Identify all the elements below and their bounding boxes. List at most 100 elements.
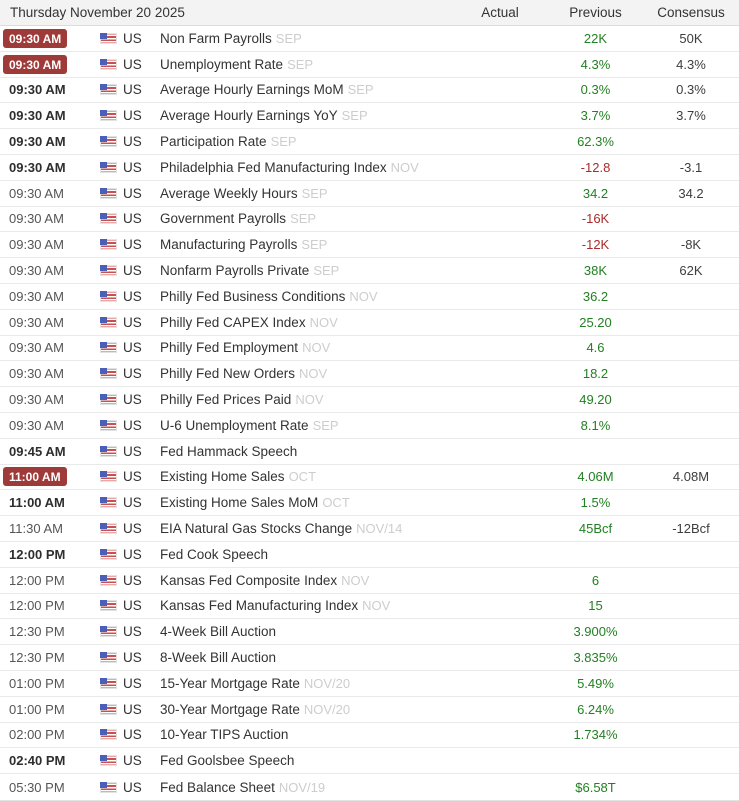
calendar-row[interactable]: 09:30 AM US Philly Fed New Orders NOV 18.…: [0, 361, 739, 388]
country-cell: US: [96, 211, 160, 226]
country-label: US: [123, 443, 142, 459]
event-name[interactable]: Kansas Fed Composite Index: [160, 572, 338, 588]
event-cell: Fed Balance Sheet NOV/19: [160, 780, 452, 795]
calendar-row[interactable]: 09:30 AM US Government Payrolls SEP -16K: [0, 206, 739, 233]
event-name[interactable]: Philly Fed Business Conditions: [160, 288, 346, 304]
event-name[interactable]: Existing Home Sales MoM: [160, 495, 319, 511]
event-name[interactable]: Philly Fed Employment: [160, 340, 299, 356]
event-name[interactable]: Participation Rate: [160, 134, 267, 150]
calendar-row[interactable]: 05:30 PM US Fed Balance Sheet NOV/19 $6.5…: [0, 774, 739, 800]
event-name[interactable]: Fed Goolsbee Speech: [160, 753, 295, 769]
calendar-row[interactable]: 12:00 PM US Kansas Fed Composite Index NO…: [0, 567, 739, 594]
country-label: US: [123, 237, 142, 253]
previous-value: 3.7%: [580, 108, 611, 124]
event-name[interactable]: Philadelphia Fed Manufacturing Index: [160, 159, 387, 175]
event-name[interactable]: Existing Home Sales: [160, 469, 285, 485]
calendar-row[interactable]: 09:30 AM US Non Farm Payrolls SEP 22K 50K: [0, 26, 739, 52]
event-time-cell: 09:30 AM: [0, 108, 96, 123]
calendar-row[interactable]: 02:00 PM US 10-Year TIPS Auction 1.734%: [0, 722, 739, 749]
calendar-row[interactable]: 11:30 AM US EIA Natural Gas Stocks Chang…: [0, 516, 739, 542]
event-name[interactable]: Fed Hammack Speech: [160, 443, 298, 459]
us-flag-icon: [100, 32, 117, 44]
calendar-row[interactable]: 01:00 PM US 15-Year Mortgage Rate NOV/20 …: [0, 670, 739, 697]
column-header-actual: Actual: [481, 5, 519, 20]
country-cell: US: [96, 392, 160, 407]
event-time-cell: 09:45 AM: [0, 444, 96, 459]
country-cell: US: [96, 624, 160, 639]
calendar-row[interactable]: 12:00 PM US Fed Cook Speech: [0, 541, 739, 568]
calendar-row[interactable]: 11:00 AM US Existing Home Sales OCT 4.06M…: [0, 464, 739, 491]
consensus-value: 62K: [679, 263, 703, 279]
country-label: US: [123, 30, 142, 46]
calendar-row[interactable]: 09:30 AM US Nonfarm Payrolls Private SEP …: [0, 258, 739, 284]
us-flag-icon: [100, 497, 117, 509]
us-flag-icon: [100, 523, 117, 535]
calendar-row[interactable]: 01:00 PM US 30-Year Mortgage Rate NOV/20 …: [0, 696, 739, 723]
event-period: SEP: [270, 134, 297, 150]
event-time: 09:30 AM: [9, 185, 64, 201]
event-name[interactable]: 4-Week Bill Auction: [160, 624, 277, 640]
calendar-row[interactable]: 11:00 AM US Existing Home Sales MoM OCT 1…: [0, 490, 739, 517]
us-flag-icon: [100, 136, 117, 148]
calendar-row[interactable]: 12:30 PM US 8-Week Bill Auction 3.835%: [0, 645, 739, 671]
country-cell: US: [96, 237, 160, 252]
event-name[interactable]: 8-Week Bill Auction: [160, 650, 277, 666]
calendar-row[interactable]: 09:30 AM US Philly Fed CAPEX Index NOV 25…: [0, 309, 739, 336]
us-flag-icon: [100, 419, 117, 431]
calendar-row[interactable]: 09:45 AM US Fed Hammack Speech: [0, 438, 739, 465]
calendar-row[interactable]: 09:30 AM US Philly Fed Business Conditio…: [0, 283, 739, 310]
event-name[interactable]: 30-Year Mortgage Rate: [160, 701, 300, 717]
event-name[interactable]: Non Farm Payrolls: [160, 30, 272, 46]
us-flag-icon: [100, 213, 117, 225]
country-label: US: [123, 650, 142, 666]
event-time: 09:30 AM: [9, 211, 64, 227]
event-name[interactable]: Unemployment Rate: [160, 56, 284, 72]
event-name[interactable]: EIA Natural Gas Stocks Change: [160, 521, 353, 537]
event-time-cell: 12:00 PM: [0, 598, 96, 613]
calendar-row[interactable]: 09:30 AM US Average Weekly Hours SEP 34.2…: [0, 180, 739, 207]
calendar-row[interactable]: 09:30 AM US Average Hourly Earnings YoY S…: [0, 103, 739, 130]
event-name[interactable]: Philly Fed CAPEX Index: [160, 314, 306, 330]
us-flag-icon: [100, 316, 117, 328]
calendar-row[interactable]: 12:30 PM US 4-Week Bill Auction 3.900%: [0, 619, 739, 646]
calendar-row[interactable]: 09:30 AM US Philly Fed Employment NOV 4.6: [0, 335, 739, 362]
calendar-row[interactable]: 02:40 PM US Fed Goolsbee Speech: [0, 748, 739, 775]
event-name[interactable]: 15-Year Mortgage Rate: [160, 675, 300, 691]
event-name[interactable]: Average Hourly Earnings YoY: [160, 108, 338, 124]
country-cell: US: [96, 289, 160, 304]
event-name[interactable]: Philly Fed Prices Paid: [160, 392, 292, 408]
event-name[interactable]: Average Weekly Hours: [160, 185, 298, 201]
previous-value: 8.1%: [580, 417, 611, 433]
us-flag-icon: [100, 58, 117, 70]
event-name[interactable]: Fed Cook Speech: [160, 546, 269, 562]
event-time-cell: 09:30 AM: [0, 289, 96, 304]
event-cell: Non Farm Payrolls SEP: [160, 31, 452, 46]
event-time: 12:00 PM: [9, 572, 65, 588]
country-label: US: [123, 263, 142, 279]
event-name[interactable]: U-6 Unemployment Rate: [160, 417, 309, 433]
event-name[interactable]: Government Payrolls: [160, 211, 287, 227]
calendar-row[interactable]: 09:30 AM US Philadelphia Fed Manufacturi…: [0, 154, 739, 181]
country-cell: US: [96, 186, 160, 201]
event-name[interactable]: Manufacturing Payrolls: [160, 237, 298, 253]
event-name[interactable]: Nonfarm Payrolls Private: [160, 263, 310, 279]
event-name[interactable]: 10-Year TIPS Auction: [160, 727, 289, 743]
calendar-row[interactable]: 09:30 AM US Participation Rate SEP 62.3%: [0, 129, 739, 155]
event-name[interactable]: Philly Fed New Orders: [160, 366, 296, 382]
event-cell: Manufacturing Payrolls SEP: [160, 237, 452, 252]
event-time-cell: 09:30 AM: [0, 211, 96, 226]
calendar-row[interactable]: 09:30 AM US Philly Fed Prices Paid NOV 49…: [0, 387, 739, 413]
us-flag-icon: [100, 239, 117, 251]
calendar-row[interactable]: 09:30 AM US U-6 Unemployment Rate SEP 8.1…: [0, 412, 739, 439]
event-time: 09:30 AM: [9, 366, 64, 382]
event-name[interactable]: Average Hourly Earnings MoM: [160, 82, 344, 98]
event-name[interactable]: Fed Balance Sheet: [160, 779, 275, 795]
event-time: 09:45 AM: [9, 443, 66, 459]
consensus-value: -8K: [680, 237, 702, 253]
event-period: SEP: [287, 56, 314, 72]
calendar-row[interactable]: 09:30 AM US Unemployment Rate SEP 4.3% 4.…: [0, 51, 739, 78]
event-name[interactable]: Kansas Fed Manufacturing Index: [160, 598, 359, 614]
calendar-row[interactable]: 12:00 PM US Kansas Fed Manufacturing Ind…: [0, 593, 739, 620]
calendar-row[interactable]: 09:30 AM US Average Hourly Earnings MoM S…: [0, 77, 739, 104]
calendar-row[interactable]: 09:30 AM US Manufacturing Payrolls SEP -1…: [0, 232, 739, 259]
